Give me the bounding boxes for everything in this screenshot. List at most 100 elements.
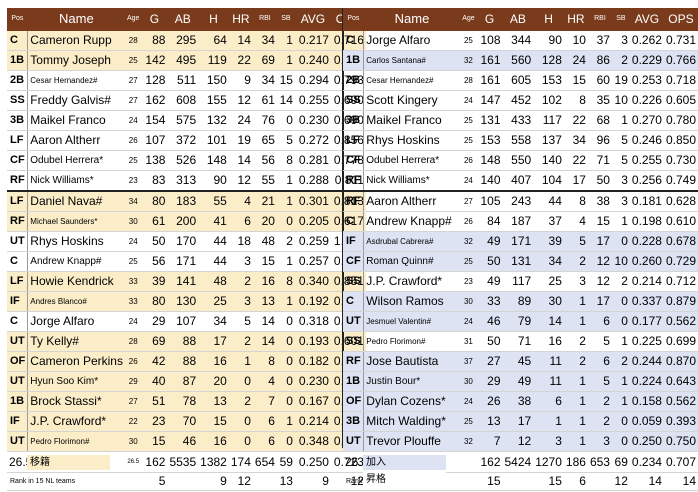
total-g: 162 <box>476 451 503 473</box>
cell-sb: 8 <box>276 150 295 171</box>
cell-ab: 495 <box>167 50 199 71</box>
cell-avg: 0.198 <box>629 211 664 232</box>
cell-age: 24 <box>460 391 477 412</box>
cell-g: 84 <box>476 211 503 232</box>
rank-ops: 14 <box>663 472 698 491</box>
cell-pos: IF <box>7 291 29 312</box>
cell-pos: 1B <box>343 50 365 71</box>
total-rbi: 653 <box>587 451 612 473</box>
cell-g: 142 <box>141 50 168 71</box>
cell-hr: 0 <box>228 431 253 452</box>
player-row: SS J.P. Crawford* 23 49 117 25 3 12 2 0.214 0.712 <box>343 271 698 292</box>
cell-sb: 3 <box>611 190 630 212</box>
cell-ab: 575 <box>167 110 199 131</box>
player-row: C Andrew Knapp# 26 84 187 37 4 15 1 0.198 0.610 <box>343 211 698 232</box>
cell-name: Cesar Hernandez# <box>27 70 125 91</box>
cell-hr: 10 <box>563 30 588 51</box>
player-row: CF Odubel Herrera* 25 138 526 148 14 56 8 0.281 0.… <box>7 150 366 171</box>
cell-ops: 0.730 <box>663 150 698 171</box>
rank-ab <box>167 472 199 491</box>
cell-name: Michael Saunders* <box>27 211 125 232</box>
cell-name: Cameron Perkins <box>27 351 125 372</box>
cell-g: 49 <box>476 271 503 292</box>
cell-h: 3 <box>533 431 564 452</box>
player-row: 2B Cesar Hernandez# 28 161 605 153 15 60 19 0.253… <box>343 70 698 91</box>
player-row: SS Pedro Florimon# 31 50 71 16 2 5 1 0.225 0.699 <box>343 331 698 352</box>
cell-sb: 19 <box>611 70 630 91</box>
rank-ab <box>502 472 534 491</box>
cell-rbi: 35 <box>587 90 612 111</box>
cell-h: 137 <box>533 130 564 151</box>
cell-avg: 0.270 <box>629 110 664 131</box>
cell-ab: 49 <box>502 371 534 392</box>
cell-sb: 1 <box>611 110 630 131</box>
cell-name: Roman Quinn# <box>363 251 461 272</box>
legend-moved: 移籍 <box>27 455 110 470</box>
cell-rbi: 2 <box>587 391 612 412</box>
total-sb: 59 <box>276 451 295 473</box>
cell-ops: 0.850 <box>663 130 698 151</box>
cell-ab: 526 <box>167 150 199 171</box>
cell-age: 37 <box>460 351 477 372</box>
cell-pos: C <box>7 30 29 51</box>
header-age: Age <box>460 8 477 31</box>
cell-ops: 0.628 <box>663 190 698 212</box>
cell-sb: 1 <box>611 371 630 392</box>
cell-hr: 2 <box>563 351 588 372</box>
cell-rbi: 34 <box>252 70 277 91</box>
header-sb: SB <box>611 8 630 31</box>
header-rbi: RBI <box>252 8 277 31</box>
cell-h: 102 <box>533 90 564 111</box>
header-hr: HR <box>228 8 253 31</box>
player-row: RF Jose Bautista 37 27 45 11 2 6 2 0.244 0.870 <box>343 351 698 372</box>
cell-ab: 187 <box>502 211 534 232</box>
cell-pos: LF <box>343 130 365 151</box>
cell-rbi: 13 <box>252 291 277 312</box>
cell-hr: 4 <box>228 190 253 212</box>
cell-age: 27 <box>460 190 477 212</box>
cell-pos: CF <box>343 251 365 272</box>
cell-ops: 0.712 <box>663 271 698 292</box>
cell-h: 15 <box>198 411 229 432</box>
cell-h: 34 <box>533 251 564 272</box>
cell-sb: 0 <box>611 411 630 432</box>
cell-ab: 550 <box>502 150 534 171</box>
cell-ops: 0.562 <box>663 391 698 412</box>
cell-h: 140 <box>533 150 564 171</box>
cell-pos: UT <box>7 431 29 452</box>
cell-rbi: 15 <box>252 251 277 272</box>
cell-name: Andrew Knapp# <box>27 251 125 272</box>
player-row: RF Aaron Altherr 27 105 243 44 8 38 3 0.181 0.628 <box>343 190 698 212</box>
rank-avg: 14 <box>629 472 664 491</box>
cell-pos: 1B <box>7 50 29 71</box>
cell-pos: 1B <box>343 371 365 392</box>
cell-pos: C <box>7 311 29 332</box>
cell-hr: 5 <box>228 311 253 332</box>
cell-rbi: 6 <box>587 311 612 332</box>
cell-age: 25 <box>124 251 142 272</box>
cell-rbi: 12 <box>587 251 612 272</box>
cell-avg: 0.260 <box>629 251 664 272</box>
cell-rbi: 86 <box>587 50 612 71</box>
cell-h: 153 <box>533 70 564 91</box>
cell-hr: 19 <box>228 130 253 151</box>
cell-avg: 0.294 <box>294 70 331 91</box>
header-ab: AB <box>167 8 199 31</box>
cell-rbi: 68 <box>587 110 612 131</box>
cell-rbi: 56 <box>252 150 277 171</box>
cell-age: 26 <box>124 130 142 151</box>
cell-hr: 22 <box>563 150 588 171</box>
cell-g: 50 <box>476 251 503 272</box>
cell-pos: 3B <box>343 110 365 131</box>
rank-h: 9 <box>198 472 229 491</box>
cell-age: 33 <box>124 291 142 312</box>
cell-ab: 45 <box>502 351 534 372</box>
cell-name: J.P. Crawford* <box>27 411 125 432</box>
cell-g: 56 <box>141 251 168 272</box>
cell-age: 32 <box>460 431 477 452</box>
cell-g: 154 <box>141 110 168 131</box>
cell-pos: C <box>343 211 365 232</box>
cell-name: Justin Bour* <box>363 371 461 392</box>
